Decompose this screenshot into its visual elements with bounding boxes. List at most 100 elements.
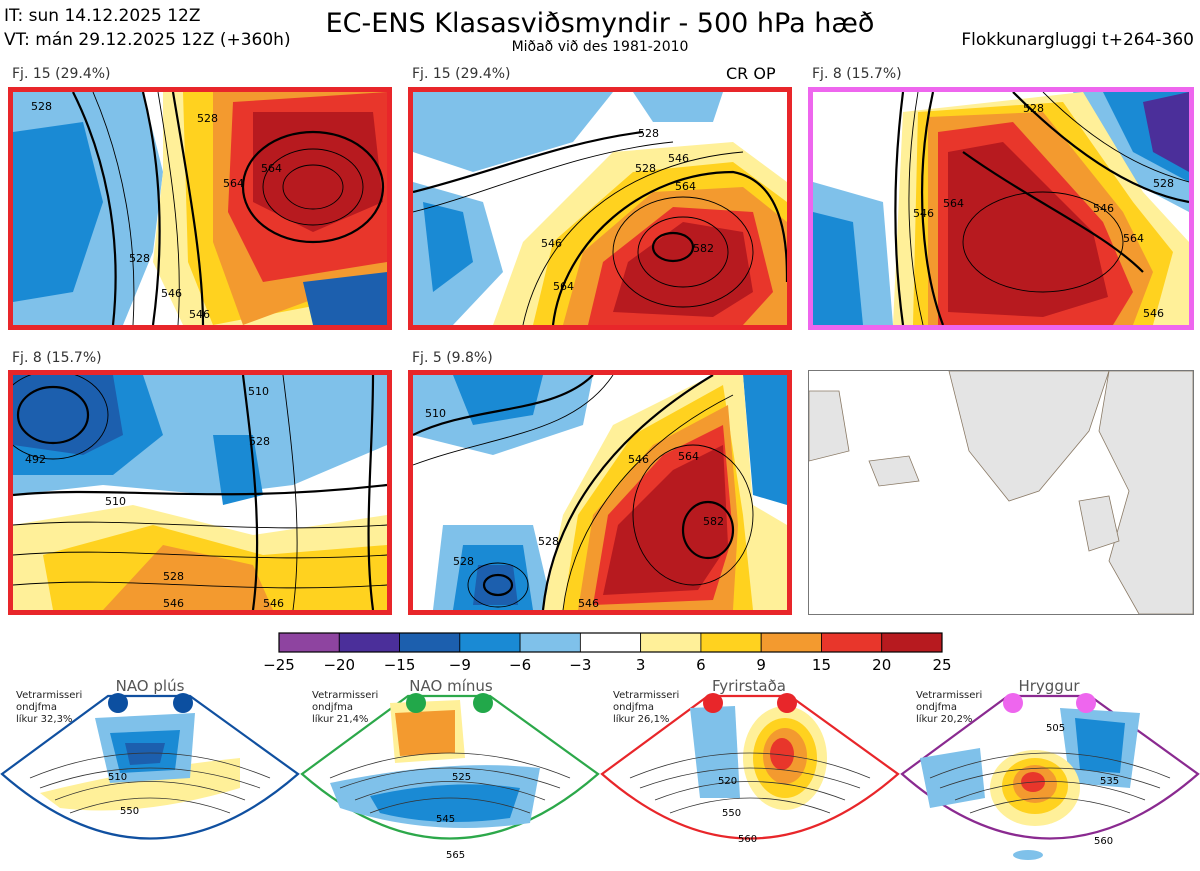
cluster-map-4: 492 510 528 528 546 546 510 <box>8 370 392 615</box>
regime-info-1: Vetrarmisseri ondjfma líkur 32,3% <box>16 690 82 726</box>
contour-label: 564 <box>675 180 696 193</box>
legend-tick-label: 25 <box>932 656 952 674</box>
contour-label: 564 <box>943 197 964 210</box>
regime-map-nao-minus: 525 545 565 <box>300 693 600 861</box>
contour-label: 528 <box>638 127 659 140</box>
contour-label: 560 <box>1094 836 1113 847</box>
page-title: EC-ENS Klasasviðsmyndir - 500 hPa hæð <box>325 8 875 39</box>
cr-op-label: CR OP <box>726 64 776 83</box>
cluster-map-2: 528 546 564 546 564 582 528 <box>408 87 792 330</box>
cluster-map-1: 528 546 564 546 528 564 528 <box>8 87 392 330</box>
regime-map-blocking: 520 550 560 <box>600 693 900 845</box>
legend-tick-label: −6 <box>509 656 532 674</box>
contour-label: 546 <box>913 207 934 220</box>
contour-label: 565 <box>446 850 465 861</box>
legend-cell <box>579 632 642 653</box>
contour-label: 546 <box>628 453 649 466</box>
info-line: Vetrarmisseri <box>312 690 379 701</box>
contour-label: 550 <box>722 808 741 819</box>
regime-info-2: Vetrarmisseri ondjfma líkur 21,4% <box>312 690 378 726</box>
contour-label: 546 <box>263 597 284 610</box>
contour-label: 546 <box>1143 307 1164 320</box>
legend-tick-label: −9 <box>448 656 471 674</box>
panel-label-1: Fj. 15 (29.4%) <box>12 66 111 82</box>
contour-label: 564 <box>223 177 244 190</box>
legend-cell <box>640 632 702 653</box>
it-line: IT: sun 14.12.2025 12Z <box>4 6 201 26</box>
contour-label: 528 <box>453 555 474 568</box>
contour-label: 535 <box>1100 776 1119 787</box>
info-line: Vetrarmisseri <box>16 690 83 701</box>
legend-tick-label: −20 <box>323 656 356 674</box>
regime-info-3: Vetrarmisseri ondjfma líkur 26,1% <box>613 690 679 726</box>
contour-label: 510 <box>105 495 126 508</box>
legend-cell <box>459 632 521 653</box>
empty-map-panel <box>808 370 1194 615</box>
contour-label: 546 <box>578 597 599 610</box>
contour-label: 528 <box>1153 177 1174 190</box>
legend-tick-label: −25 <box>263 656 295 674</box>
classification-window: Flokkunargluggi t+264-360 <box>961 30 1194 50</box>
contour-label: 564 <box>1123 232 1144 245</box>
info-line: líkur 26,1% <box>613 714 670 725</box>
legend-cell <box>821 632 883 653</box>
contour-label: 582 <box>703 515 724 528</box>
info-line: ondjfma <box>613 702 654 713</box>
contour-label: 546 <box>541 237 562 250</box>
contour-label: 564 <box>553 280 574 293</box>
legend-cell <box>519 632 581 653</box>
legend-cell <box>881 632 943 653</box>
legend-tick-label: 9 <box>756 656 766 674</box>
panel-label-4: Fj. 8 (15.7%) <box>12 350 102 366</box>
anomaly-field-5: 510 528 528 546 564 582 546 <box>413 375 787 610</box>
regime-title-nao-plus: NAO plús <box>115 677 185 695</box>
contour-label: 582 <box>693 242 714 255</box>
color-legend <box>278 632 943 653</box>
legend-tick-label: 20 <box>872 656 892 674</box>
contour-label: 520 <box>718 776 737 787</box>
panel-label-5: Fj. 5 (9.8%) <box>412 350 493 366</box>
regime-info-4: Vetrarmisseri ondjfma líkur 20,2% <box>916 690 982 726</box>
contour-label: 528 <box>1023 102 1044 115</box>
contour-label: 528 <box>197 112 218 125</box>
legend-tick-label: 15 <box>811 656 831 674</box>
regime-maps: 510 550 525 545 565 520 550 560 <box>0 693 1200 861</box>
legend-tick-label: 6 <box>696 656 706 674</box>
legend-tick-label: 3 <box>635 656 646 674</box>
vt-line: VT: mán 29.12.2025 12Z (+360h) <box>4 30 291 50</box>
coastline-map <box>809 371 1193 614</box>
info-line: ondjfma <box>312 702 353 713</box>
info-line: Vetrarmisseri <box>916 690 983 701</box>
contour-label: 528 <box>635 162 656 175</box>
legend-cell <box>760 632 822 653</box>
page-subtitle: Miðað við des 1981-2010 <box>511 39 689 55</box>
contour-label: 528 <box>31 100 52 113</box>
info-line: Vetrarmisseri <box>613 690 680 701</box>
legend-cell <box>278 632 340 653</box>
contour-label: 546 <box>668 152 689 165</box>
contour-label: 528 <box>163 570 184 583</box>
regime-map-nao-plus: 510 550 <box>0 693 300 840</box>
anomaly-field-4: 492 510 528 528 546 546 510 <box>13 375 387 610</box>
regime-title-ridge: Hryggur <box>1018 677 1080 695</box>
legend-cell <box>700 632 762 653</box>
contour-label: 545 <box>436 814 455 825</box>
contour-label: 510 <box>425 407 446 420</box>
contour-label: 528 <box>249 435 270 448</box>
legend-tick-label: −3 <box>569 656 592 674</box>
cluster-map-5: 510 528 528 546 564 582 546 <box>408 370 792 615</box>
regime-title-nao-minus: NAO mínus <box>409 677 493 695</box>
anomaly-field-1: 528 546 564 546 528 564 528 <box>13 92 387 325</box>
anomaly-field-3: 528 546 564 528 546 564 546 <box>813 92 1189 325</box>
contour-label: 510 <box>248 385 269 398</box>
anomaly-field-2: 528 546 564 546 564 582 528 <box>413 92 787 325</box>
contour-label: 505 <box>1046 723 1065 734</box>
regime-title-blocking: Fyrirstaða <box>712 677 786 695</box>
contour-label: 525 <box>452 772 471 783</box>
contour-label: 510 <box>108 772 127 783</box>
contour-label: 564 <box>261 162 282 175</box>
contour-label: 560 <box>738 834 757 845</box>
legend-cell <box>399 632 461 653</box>
contour-label: 546 <box>1093 202 1114 215</box>
cluster-map-3: 528 546 564 528 546 564 546 <box>808 87 1194 330</box>
